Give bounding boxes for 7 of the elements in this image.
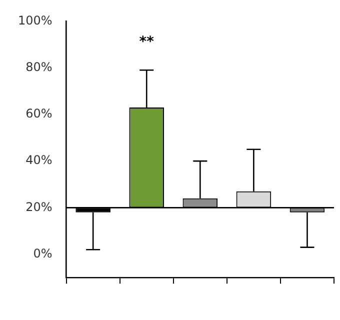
- y-tick-label: 0%: [33, 246, 52, 260]
- y-tick-label: 80%: [26, 60, 52, 74]
- y-tick-label: 20%: [26, 200, 52, 214]
- annotation: **: [139, 34, 155, 50]
- y-tick-label: 60%: [26, 106, 52, 121]
- y-tick-label: 40%: [26, 153, 52, 168]
- y-tick-label: 100%: [18, 13, 52, 28]
